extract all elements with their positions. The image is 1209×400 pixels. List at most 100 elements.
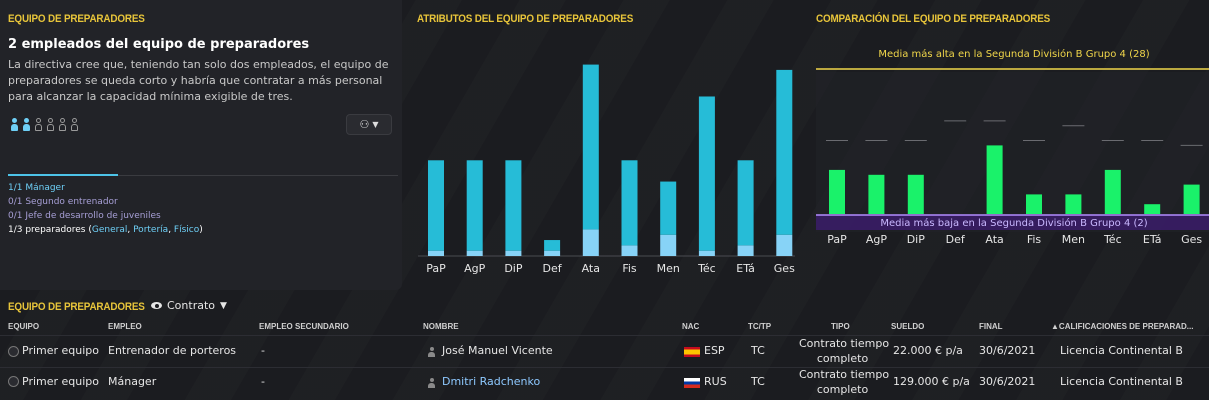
x-tick-label: Ges [1181,233,1202,246]
bar-segment-DiP[interactable] [505,250,522,256]
bar-AgP[interactable] [868,174,885,214]
view-selector[interactable]: Contrato ▼ [151,299,227,312]
x-tick-label: Ges [774,262,795,275]
view-label: Contrato [167,299,216,312]
row-divider [0,367,1209,368]
bar-segment-Ges[interactable] [776,69,793,235]
col-tipo[interactable]: TIPO [831,322,850,331]
bar-segment-Men[interactable] [660,181,677,235]
x-tick-label: Ata [985,233,1003,246]
x-tick-label: Fis [622,262,637,275]
x-tick-label: Def [543,262,563,275]
x-tick-label: DiP [907,233,926,246]
bar-segment-Téc[interactable] [698,250,715,256]
bar-Men[interactable] [1065,194,1082,214]
col-final[interactable]: FINAL [979,322,1003,331]
row-divider [0,335,1209,336]
attributes-chart-panel: ATRIBUTOS DEL EQUIPO DE PREPARADORES PaP… [410,0,800,290]
bar-segment-ETá[interactable] [737,160,754,246]
col-tctp[interactable]: TC/TP [748,322,772,331]
cell-equipo: Primer equipo [22,375,100,388]
role-youth-head: 0/1 Jefe de desarrollo de juveniles [8,211,161,221]
bar-PaP[interactable] [829,169,845,214]
col-empleo[interactable]: EMPLEO [108,322,142,331]
bar-segment-Def[interactable] [544,250,561,256]
table-row[interactable]: Primer equipo Entrenador de porteros - J… [0,336,1209,367]
bar-segment-Men[interactable] [660,234,677,256]
bar-segment-Ges[interactable] [776,234,793,256]
x-tick-label: AgP [464,262,486,275]
bar-segment-AgP[interactable] [466,160,483,251]
role-assistant: 0/1 Segundo entrenador [8,197,118,207]
person-filled-icon [10,118,19,131]
x-tick-label: PaP [426,262,446,275]
spain-flag-icon [684,347,700,357]
add-staff-button[interactable]: ⚇ ▼ [346,114,392,135]
cell-equipo: Primer equipo [22,344,100,357]
bar-Fis[interactable] [1026,194,1042,214]
cell-tctp: TC [751,344,765,357]
staff-roles-list: 1/1 Mánager 0/1 Segundo entrenador 0/1 J… [8,181,203,237]
cell-nac: ESP [704,344,725,357]
bar-segment-Téc[interactable] [698,96,715,251]
attributes-chart: PaP AgP DiP Def Ata Fis Men Téc ETá Ges [418,64,795,275]
bar-segment-ETá[interactable] [737,245,754,256]
chevron-down-icon: ▼ [372,120,379,129]
cell-calificaciones: Licencia Continental B [1060,375,1183,388]
bar-segment-Ata[interactable] [582,229,599,256]
bar-segment-DiP[interactable] [505,160,522,251]
bar-Ges[interactable] [1183,184,1200,214]
comparison-chart: Media más alta en la Segunda División B … [816,48,1209,246]
coach-fisico-link[interactable]: Físico [173,225,200,235]
staff-count-heading: 2 empleados del equipo de preparadores [8,37,310,52]
x-tick-label: Men [1062,233,1085,246]
bar-segment-Def[interactable] [544,240,561,251]
status-icon [8,376,19,387]
bar-Téc[interactable] [1104,169,1121,214]
coach-general-link[interactable]: General [91,225,128,235]
person-empty-icon [46,118,55,131]
top-average-label: Media más alta en la Segunda División B … [878,48,1149,60]
col-calificaciones[interactable]: ▲CALIFICACIONES DE PREPARAD... [1051,322,1194,331]
bar-segment-AgP[interactable] [466,250,483,256]
divider-accent [8,174,118,176]
cell-calificaciones: Licencia Continental B [1060,344,1183,357]
cell-tipo: Contrato tiempo completo [799,368,890,396]
bar-DiP[interactable] [907,174,924,214]
cell-nombre[interactable]: José Manuel Vicente [442,344,553,357]
table-row[interactable]: Primer equipo Mánager - Dmitri Radchenko… [0,368,1209,399]
bottom-average-band [816,215,1209,230]
russia-flag-icon [684,378,700,388]
bar-segment-Fis[interactable] [621,245,638,256]
cell-nac: RUS [704,375,727,388]
person-empty-icon [58,118,67,131]
comparison-chart-panel: COMPARACIÓN DEL EQUIPO DE PREPARADORES M… [808,0,1209,290]
col-nombre[interactable]: NOMBRE [423,322,459,331]
coach-porteria-link[interactable]: Portería [133,225,169,235]
bar-segment-Fis[interactable] [621,160,638,246]
bar-segment-PaP[interactable] [428,160,444,251]
bar-segment-PaP[interactable] [428,250,444,256]
col-equipo[interactable]: EQUIPO [8,322,40,331]
bar-Ata[interactable] [986,145,1003,214]
bottom-average-label: Media más baja en la Segunda División B … [880,217,1147,229]
col-sueldo[interactable]: SUELDO [891,322,925,331]
x-tick-label: Men [657,262,680,275]
col-nac[interactable]: NAC [682,322,700,331]
cell-nombre[interactable]: Dmitri Radchenko [442,375,541,388]
x-tick-label: AgP [866,233,888,246]
cell-empleo-secundario: - [261,375,265,388]
cell-final: 30/6/2021 [979,344,1036,357]
cell-sueldo: 22.000 € p/a [893,344,963,357]
person-empty-icon [70,118,79,131]
cell-tipo: Contrato tiempo completo [799,337,890,365]
table-header-row: EQUIPO EMPLEO EMPLEO SECUNDARIO NOMBRE N… [0,319,1209,335]
cell-final: 30/6/2021 [979,375,1036,388]
chart-title: COMPARACIÓN DEL EQUIPO DE PREPARADORES [816,13,1051,25]
col-empleo-secundario[interactable]: EMPLEO SECUNDARIO [259,322,349,331]
cell-tctp: TC [751,375,765,388]
staff-summary-panel: EQUIPO DE PREPARADORES 2 empleados del e… [0,0,402,290]
bar-ETá[interactable] [1144,204,1161,214]
staff-description: La directiva cree que, teniendo tan solo… [8,58,389,103]
bar-segment-Ata[interactable] [582,64,599,230]
